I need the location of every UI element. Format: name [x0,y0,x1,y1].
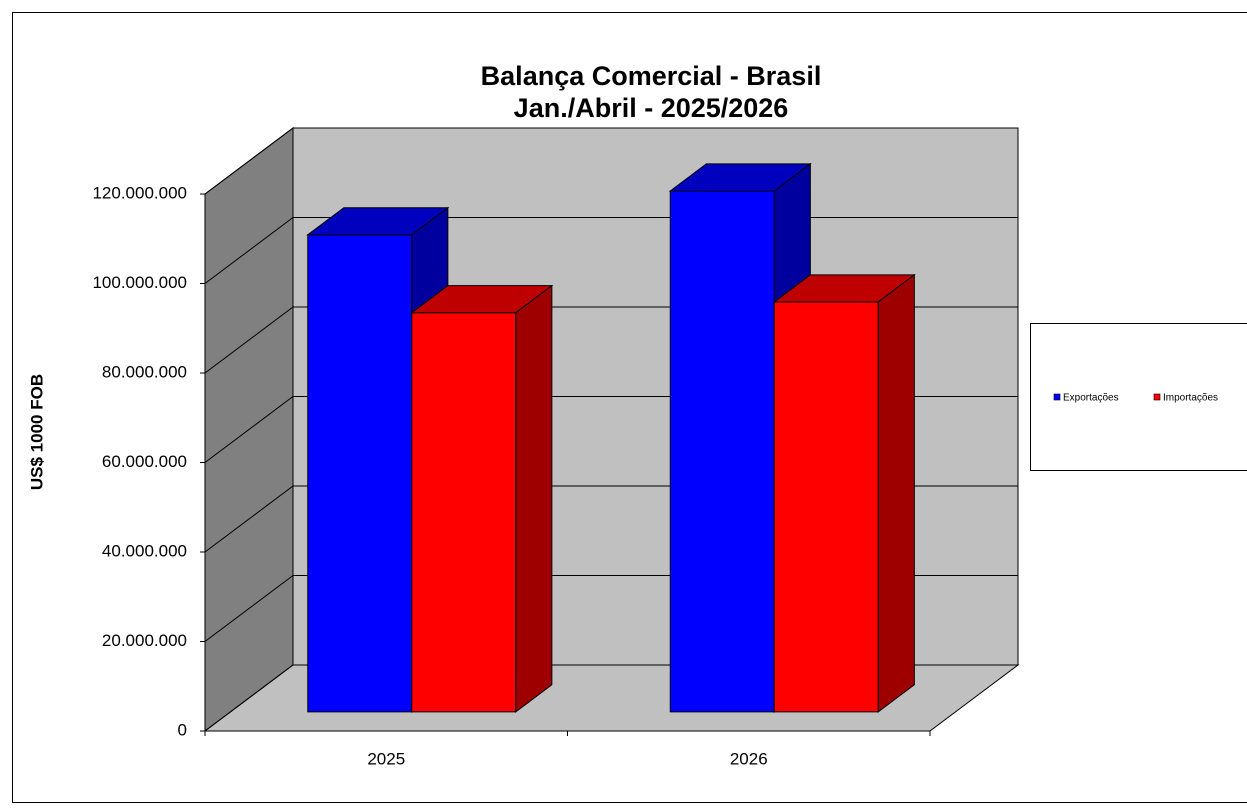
bar-front [773,301,879,713]
grid-line [204,127,1018,195]
x-tick-label: 2025 [367,749,405,768]
bar [772,273,916,713]
y-tick-label: 100.000.000 [92,273,187,292]
legend-label: Exportações [1063,393,1119,404]
y-tick-label: 60.000.000 [102,452,187,471]
plot-area [203,127,1020,732]
chart-subtitle: Jan./Abril - 2025/2026 [514,93,789,123]
y-tick-label: 20.000.000 [102,631,187,650]
bar [410,284,554,713]
y-tick-label: 40.000.000 [102,541,187,560]
bar-front [411,312,517,713]
legend-swatch [1053,393,1061,401]
bar-side [515,284,553,713]
y-tick-label: 120.000.000 [92,183,187,202]
x-tick-label: 2026 [730,749,768,768]
legend-swatch [1153,393,1161,401]
bar-front [307,234,413,713]
y-tick-label: 0 [178,720,187,739]
bar-side [877,273,915,713]
y-axis-label: US$ 1000 FOB [27,374,46,490]
legend-box [1030,323,1247,471]
y-tick-label: 80.000.000 [102,362,187,381]
chart-title: Balança Comercial - Brasil [481,61,822,91]
bar-front [669,190,775,713]
legend-label: Importações [1163,393,1218,404]
